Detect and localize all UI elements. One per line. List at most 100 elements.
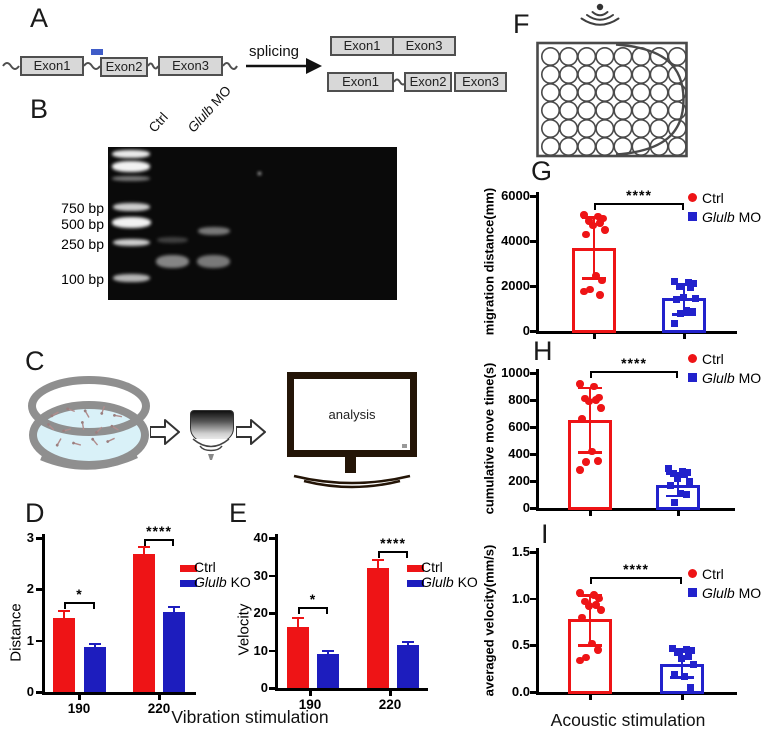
data-point-G bbox=[691, 294, 699, 302]
data-point-H bbox=[578, 415, 586, 423]
y-tick-H bbox=[530, 507, 536, 510]
data-point-H bbox=[673, 474, 681, 482]
data-point-H bbox=[590, 382, 598, 391]
gene-intron-lines bbox=[2, 58, 407, 86]
data-point-I bbox=[578, 613, 586, 622]
legend-label-G: Glulb MO bbox=[702, 209, 762, 225]
data-point-G bbox=[682, 307, 690, 315]
y-tick-G bbox=[530, 285, 536, 288]
data-point-H bbox=[582, 458, 590, 466]
y-tick-label-H: 400 bbox=[508, 446, 530, 461]
legend-label-E: Glulb KO bbox=[421, 574, 478, 590]
legend-marker-G bbox=[688, 212, 697, 221]
larva-icon bbox=[100, 406, 106, 415]
legend-label-H: Ctrl bbox=[702, 351, 724, 367]
morpholino-target-mark bbox=[91, 49, 103, 55]
y-axis-title-H: cumulative move time(s) bbox=[481, 362, 497, 515]
y-tick-G bbox=[530, 240, 536, 243]
panel-label-b: B bbox=[30, 94, 49, 124]
data-point-G bbox=[670, 319, 678, 327]
y-tick-label-H: 1000 bbox=[501, 365, 530, 380]
panel-label-i: I bbox=[541, 519, 549, 549]
error-bar-D bbox=[63, 609, 65, 626]
y-tick-H bbox=[530, 399, 536, 402]
y-tick-label-I: 1.5 bbox=[511, 544, 530, 559]
error-bar-I bbox=[588, 594, 592, 645]
x-axis-D bbox=[42, 692, 196, 695]
y-tick-label-H: 600 bbox=[508, 419, 530, 434]
flow-arrow-icon bbox=[236, 419, 266, 445]
larva-icon bbox=[80, 421, 85, 431]
data-point-G bbox=[580, 287, 588, 296]
sig-label-H: **** bbox=[621, 355, 647, 371]
error-bar-H bbox=[588, 386, 592, 452]
x-tick-label-E: 220 bbox=[378, 697, 402, 712]
plate-corner-arc bbox=[615, 43, 685, 156]
bar-E-ctrl bbox=[367, 568, 389, 688]
data-point-G bbox=[601, 226, 609, 234]
camera-lens-icon bbox=[192, 438, 230, 460]
y-tick-E bbox=[269, 687, 275, 690]
data-point-G bbox=[580, 211, 588, 219]
bar-D-glulb-ko bbox=[163, 612, 185, 692]
data-point-G bbox=[679, 293, 687, 301]
data-point-I bbox=[592, 601, 600, 609]
y-tick-D bbox=[36, 639, 42, 643]
x-axis-E bbox=[275, 688, 428, 691]
y-tick-G bbox=[530, 330, 536, 333]
y-tick-E bbox=[269, 612, 275, 615]
y-tick-label-E: 40 bbox=[253, 530, 268, 545]
error-cap-D bbox=[58, 609, 70, 612]
error-cap-D bbox=[138, 546, 150, 549]
bar-E-glulb-ko bbox=[397, 644, 419, 688]
y-tick-H bbox=[530, 480, 536, 483]
legend-swatch-D bbox=[180, 565, 197, 572]
gel-band bbox=[113, 274, 150, 282]
sig-tick-H bbox=[676, 371, 678, 378]
panel-label-c: C bbox=[25, 346, 45, 376]
data-point-H bbox=[585, 397, 593, 406]
y-tick-I bbox=[530, 551, 536, 554]
data-point-I bbox=[686, 683, 694, 691]
data-point-I bbox=[684, 653, 692, 661]
sig-line-D bbox=[144, 539, 174, 541]
data-point-I bbox=[581, 597, 589, 606]
y-tick-E bbox=[269, 574, 275, 577]
data-point-G bbox=[589, 221, 597, 229]
sig-line-I bbox=[590, 577, 682, 579]
data-point-I bbox=[594, 646, 602, 654]
bar-D-ctrl bbox=[53, 617, 75, 692]
y-tick-I bbox=[530, 644, 536, 647]
data-point-H bbox=[666, 481, 674, 489]
data-point-I bbox=[682, 645, 690, 653]
data-point-H bbox=[581, 394, 589, 403]
y-axis-title-G: migration distance(mm) bbox=[481, 187, 497, 336]
well-circle bbox=[667, 137, 687, 157]
error-cap-top-G bbox=[672, 282, 696, 286]
sig-tick-I bbox=[680, 577, 682, 584]
data-point-I bbox=[585, 602, 593, 610]
legend-marker-H bbox=[688, 354, 697, 363]
gel-band bbox=[112, 150, 150, 158]
legend-marker-I bbox=[688, 569, 697, 578]
data-point-H bbox=[680, 470, 688, 478]
data-point-I bbox=[576, 656, 584, 665]
sig-line-G bbox=[594, 203, 684, 205]
y-tick-label-I: 1.0 bbox=[511, 590, 530, 606]
gel-band bbox=[113, 203, 150, 211]
ladder-label-100bp: 100 bp bbox=[61, 271, 104, 287]
product2-exon3-box: Exon3 bbox=[454, 72, 507, 92]
data-point-H bbox=[597, 404, 605, 412]
larva-icon bbox=[113, 413, 123, 418]
y-tick-label-H: 800 bbox=[508, 392, 530, 407]
x-tick-H bbox=[589, 511, 592, 516]
x-tick-E bbox=[309, 691, 312, 696]
error-cap-E bbox=[372, 558, 384, 561]
sig-line-E bbox=[378, 551, 408, 553]
data-point-G bbox=[594, 212, 602, 220]
legend-label-D: Ctrl bbox=[194, 559, 216, 575]
y-tick-I bbox=[530, 691, 536, 694]
sig-tick-E bbox=[298, 607, 300, 614]
ladder-label-750bp: 750 bp bbox=[61, 200, 104, 216]
